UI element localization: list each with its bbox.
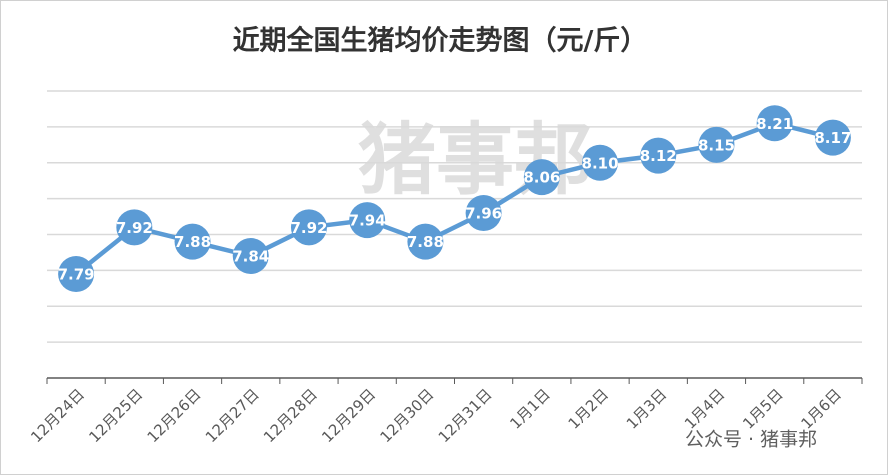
data-label: 8.21 — [756, 115, 793, 133]
data-label: 7.88 — [407, 233, 444, 251]
data-label: 8.06 — [523, 169, 560, 187]
data-label: 7.88 — [174, 233, 211, 251]
point — [698, 126, 735, 163]
data-label: 8.10 — [582, 154, 619, 172]
point — [116, 209, 153, 246]
data-label: 8.12 — [640, 147, 677, 165]
data-label: 8.17 — [814, 129, 851, 147]
point — [814, 119, 851, 156]
data-label: 7.94 — [349, 212, 386, 230]
point — [465, 194, 502, 231]
data-label: 7.96 — [465, 204, 502, 222]
chart-title: 近期全国生猪均价走势图（元/斤） — [233, 25, 648, 57]
data-label: 7.84 — [232, 248, 269, 266]
footer-watermark: 公众号 · 猪事邦 — [685, 429, 817, 451]
data-label: 8.15 — [698, 136, 735, 154]
point — [523, 159, 560, 196]
point — [174, 223, 211, 260]
point — [58, 255, 95, 292]
point — [407, 223, 444, 260]
data-label: 7.79 — [58, 265, 95, 283]
point — [232, 238, 269, 275]
point — [290, 209, 327, 246]
data-label: 7.92 — [116, 219, 153, 237]
data-label: 7.92 — [290, 219, 327, 237]
watermark: 猪事邦 — [358, 115, 592, 205]
point — [756, 105, 793, 142]
point — [582, 144, 619, 181]
point — [640, 137, 677, 174]
point — [349, 202, 386, 239]
